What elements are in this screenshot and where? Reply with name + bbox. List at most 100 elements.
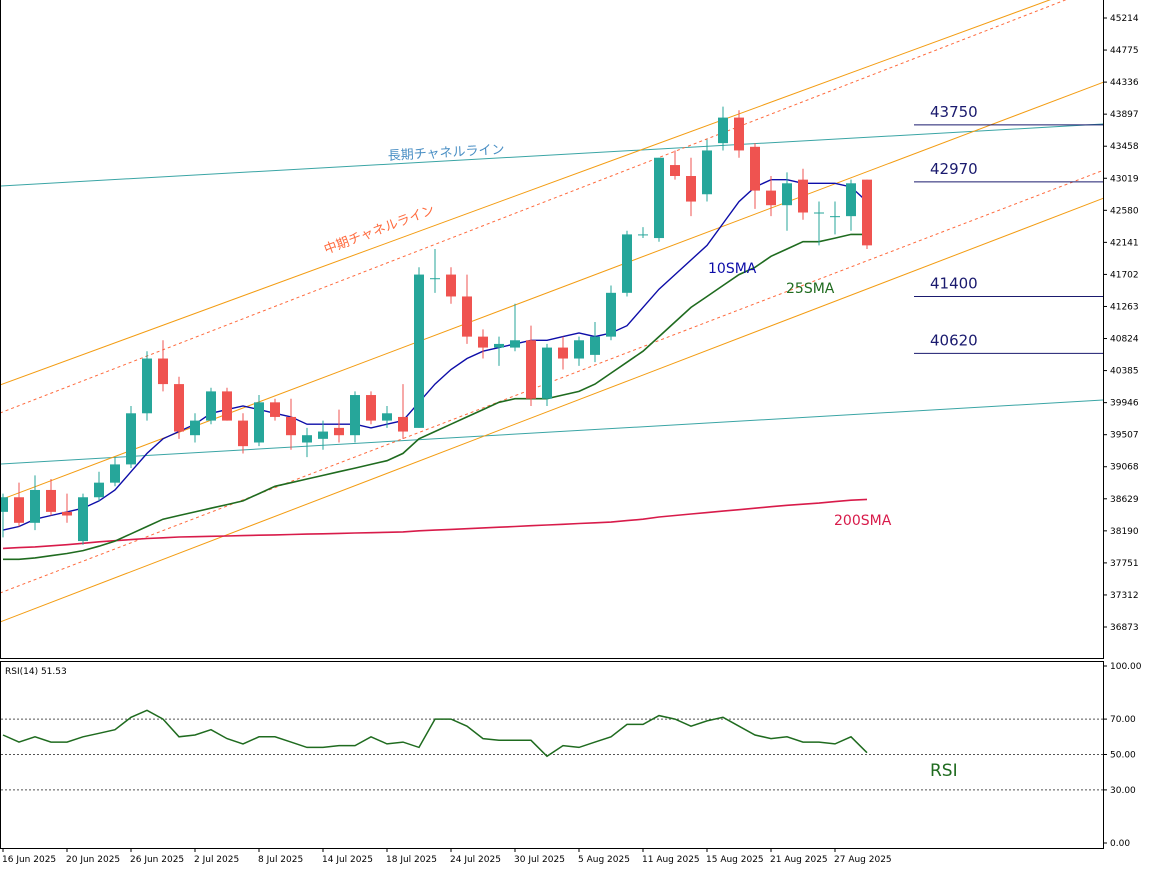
- date-tick-label: 11 Aug 2025: [642, 855, 700, 865]
- price-tick-label: 42580: [1110, 206, 1139, 216]
- price-tick-label: 39507: [1110, 431, 1139, 441]
- price-tick-label: 41702: [1110, 270, 1139, 280]
- price-tick-label: 37312: [1110, 591, 1139, 601]
- candle-body: [766, 190, 776, 206]
- sma10-label: 10SMA: [708, 261, 757, 277]
- candle-body: [702, 150, 712, 195]
- mid-channel-bottom: [1, 197, 1103, 623]
- date-tick-label: 18 Jul 2025: [386, 855, 437, 865]
- candle-body: [814, 212, 824, 214]
- candle: [62, 493, 72, 523]
- candle: [206, 387, 216, 425]
- candle-body: [302, 435, 312, 443]
- candle-body: [510, 340, 520, 348]
- price-tick-label: 39946: [1110, 399, 1139, 409]
- rsi-header: RSI(14) 51.53: [5, 667, 67, 677]
- level-label: 43750: [930, 103, 978, 121]
- sma25-label: 25SMA: [786, 281, 835, 297]
- candle: [718, 106, 728, 151]
- price-tick-label: 40385: [1110, 367, 1139, 377]
- level-label: 40620: [930, 331, 978, 349]
- candle-body: [238, 420, 248, 447]
- candle: [238, 413, 248, 454]
- long-channel-lower: [1, 399, 1103, 465]
- candle-body: [46, 489, 56, 512]
- candle: [46, 479, 56, 516]
- candle-body: [414, 274, 424, 428]
- candle-body: [206, 391, 216, 421]
- price-tick-label: 38629: [1110, 495, 1139, 505]
- mid-channel-top-dashed: [1, 0, 1067, 414]
- candle: [462, 274, 472, 344]
- date-tick-label: 26 Jun 2025: [130, 855, 184, 865]
- channel-lines: [1, 0, 1103, 623]
- candle-body: [254, 402, 264, 443]
- candle-body: [670, 165, 680, 176]
- mid-channel-low-dashed: [1, 169, 1103, 594]
- candle: [846, 179, 856, 231]
- candle-body: [494, 343, 504, 348]
- candle-body: [398, 416, 408, 432]
- price-tick-label: 41263: [1110, 302, 1139, 312]
- candle: [174, 376, 184, 439]
- candle: [270, 398, 280, 421]
- rsi-tick-label: 30.00: [1110, 786, 1136, 796]
- candle-body: [190, 420, 200, 436]
- candle: [622, 230, 632, 297]
- candle: [766, 175, 776, 217]
- candle-body: [782, 183, 792, 206]
- candle-body: [350, 395, 360, 436]
- candle-body: [526, 340, 536, 399]
- candle-body: [270, 402, 280, 417]
- price-tick-label: 43897: [1110, 110, 1139, 120]
- candle: [478, 329, 488, 359]
- candle: [798, 168, 808, 220]
- price-tick-label: 42141: [1110, 238, 1139, 248]
- sma10-layer: [2, 178, 868, 531]
- candle: [334, 409, 344, 443]
- candle-body: [126, 413, 136, 465]
- date-tick-label: 30 Jul 2025: [514, 855, 565, 865]
- sma200-label: 200SMA: [834, 513, 892, 529]
- rsi-y-axis: 100.00 70.00 50.00 30.00 0.00: [1103, 662, 1142, 849]
- candle-body: [222, 391, 232, 421]
- candle: [542, 343, 552, 406]
- candle: [414, 267, 424, 428]
- candle-layer: [1, 106, 872, 545]
- candle: [430, 249, 440, 293]
- date-tick-label: 24 Jul 2025: [450, 855, 501, 865]
- candle-body: [286, 416, 296, 436]
- sma200-line: [2, 498, 868, 550]
- candle-body: [846, 183, 856, 217]
- level-label: 41400: [930, 274, 978, 292]
- long-channel-upper: [1, 123, 1103, 187]
- candle: [1, 493, 8, 538]
- date-tick-label: 14 Jul 2025: [322, 855, 373, 865]
- level-layer: 43750 42970 41400 40620: [914, 103, 1103, 354]
- candle-body: [622, 234, 632, 293]
- candle: [526, 325, 536, 406]
- candle: [398, 384, 408, 439]
- date-tick-label: 21 Aug 2025: [770, 855, 828, 865]
- mid-channel-top: [1, 0, 1051, 386]
- candle: [254, 395, 264, 447]
- price-tick-label: 40824: [1110, 335, 1139, 345]
- candle-body: [78, 497, 88, 542]
- candle-body: [718, 117, 728, 144]
- candle-body: [478, 336, 488, 348]
- candle-body: [62, 511, 72, 516]
- candle: [110, 457, 120, 487]
- price-tick-label: 44336: [1110, 78, 1139, 88]
- price-tick-label: 44775: [1110, 46, 1139, 56]
- rsi-layer: [1, 709, 1103, 791]
- rsi-tick-label: 100.00: [1110, 662, 1142, 672]
- price-tick-label: 38190: [1110, 527, 1139, 537]
- candle-body: [30, 489, 40, 523]
- candle-body: [382, 413, 392, 421]
- candle: [78, 493, 88, 545]
- candle-body: [830, 216, 840, 218]
- price-tick-label: 36873: [1110, 623, 1139, 633]
- candle-body: [158, 358, 168, 385]
- candle-body: [14, 497, 24, 523]
